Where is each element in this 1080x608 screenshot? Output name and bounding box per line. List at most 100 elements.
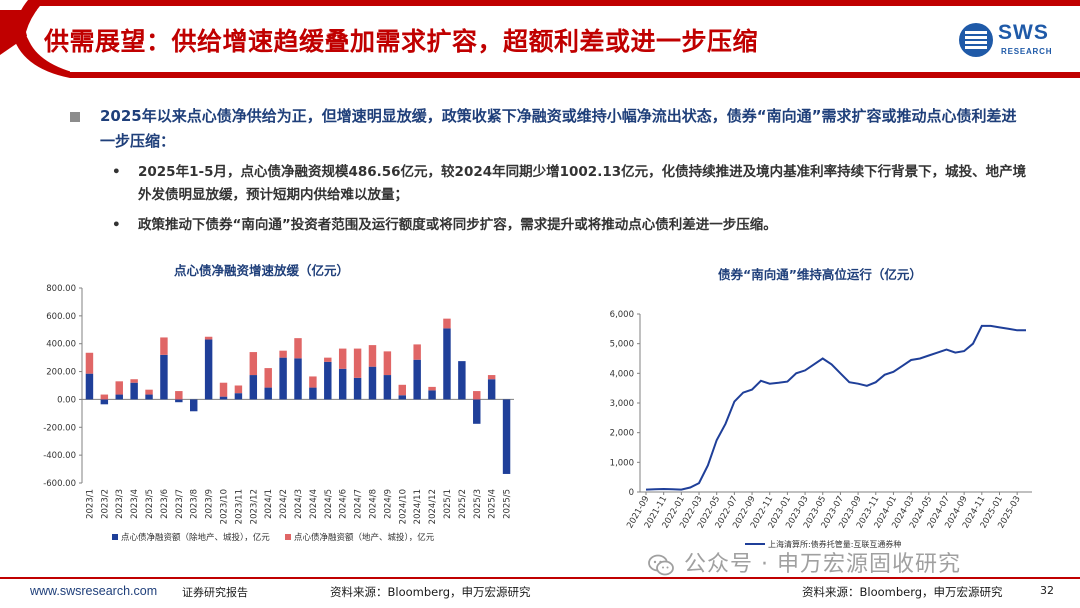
bar-segment-property-lgfv (487, 375, 496, 380)
y-tick-label: 5,000 (610, 340, 634, 350)
x-tick-label: 2024/5 (324, 489, 334, 519)
x-tick-label: 2025/1 (443, 489, 453, 519)
sub-bullet-2: • 政策推动下债券“南向通”投资者范围及运行额度或将同步扩容，需求提升或将推动点… (112, 214, 1032, 237)
x-tick-label: 2023/11 (234, 489, 244, 524)
bar-segment-core (294, 358, 302, 400)
bar-segment-core (458, 361, 466, 400)
legend-label-property-lgfv: 点心债净融资额（地产、城投），亿元 (294, 532, 435, 543)
bar-segment-property-lgfv (368, 345, 377, 367)
dot-bullet-icon: • (112, 217, 121, 233)
legend-swatch-core (112, 534, 118, 540)
x-tick-label: 2024/2 (279, 489, 289, 519)
bar-segment-property-lgfv (383, 351, 392, 376)
page-number: 32 (1040, 584, 1054, 597)
bar-segment-core (309, 387, 317, 400)
y-tick-label: 0.00 (57, 395, 76, 405)
x-tick-label: 2023/4 (130, 489, 140, 519)
bar-chart-title: 点心债净融资增速放缓（亿元） (174, 263, 350, 278)
x-tick-label: 2024/11 (413, 489, 423, 524)
x-tick-label: 2023/3 (115, 489, 125, 519)
bar-segment-core (368, 366, 377, 400)
bar-segment-core (353, 377, 362, 400)
bar-segment-property-lgfv (115, 381, 123, 395)
y-tick-label: 0 (629, 488, 634, 498)
bar-segment-core (443, 328, 451, 400)
bar-segment-core (160, 354, 168, 400)
y-tick-label: 6,000 (610, 310, 634, 320)
sub-bullet-text-1: 2025年1-5月，点心债净融资规模486.56亿元，较2024年同期少增100… (138, 164, 1027, 203)
logo-subtext: RESEARCH (1001, 47, 1053, 56)
x-tick-label: 2023/5 (145, 489, 155, 519)
bar-segment-core (428, 390, 436, 400)
bar-segment-core (487, 379, 496, 400)
bar-segment-property-lgfv (264, 368, 272, 388)
source-note-right: 资料来源：Bloomberg，申万宏源研究 (802, 585, 1003, 599)
bar-segment-property-lgfv (234, 385, 243, 394)
bar-segment-core (473, 399, 481, 424)
x-tick-label: 2023/10 (220, 489, 230, 524)
y-tick-label: 4,000 (610, 369, 634, 379)
bar-segment-core (85, 373, 94, 400)
bar-segment-core (383, 375, 392, 400)
y-tick-label: -200.00 (43, 423, 76, 433)
bar-segment-core (249, 375, 258, 400)
bar-segment-property-lgfv (204, 336, 213, 340)
x-tick-label: 2023/7 (175, 489, 185, 519)
bar-segment-property-lgfv (130, 379, 138, 383)
y-tick-label: 1,000 (610, 458, 634, 468)
bar-segment-property-lgfv (85, 352, 94, 374)
bar-segment-property-lgfv (353, 348, 362, 378)
bar-segment-core (279, 357, 287, 400)
bar-segment-core (175, 399, 183, 403)
bar-segment-core (145, 394, 153, 400)
bar-segment-property-lgfv (443, 318, 451, 329)
y-tick-label: -400.00 (43, 451, 76, 461)
x-tick-label: 2024/9 (383, 489, 393, 519)
bar-segment-core (130, 382, 138, 400)
x-tick-label: 2023/6 (160, 489, 170, 519)
header-banner (0, 0, 1080, 78)
dot-bullet-icon: • (112, 164, 121, 180)
x-tick-label: 2024/4 (309, 489, 319, 519)
y-tick-label: 2,000 (610, 429, 634, 439)
bar-segment-property-lgfv (160, 337, 168, 355)
legend-label-southbound: 上海清算所:债券托管量:互联互通券种 (768, 539, 901, 549)
x-tick-label: 2023/9 (205, 489, 215, 519)
x-tick-label: 2024/7 (354, 489, 364, 519)
bar-segment-core (219, 396, 228, 400)
bar-segment-core (502, 399, 511, 474)
bar-segment-property-lgfv (294, 338, 302, 359)
line-chart-title: 债券“南向通”维持高位运行（亿元） (718, 267, 922, 282)
x-tick-label: 2023/2 (100, 489, 110, 519)
x-tick-label: 2025/3 (473, 489, 483, 519)
bar-segment-property-lgfv (100, 394, 109, 400)
sws-logo-icon (959, 23, 993, 57)
footer-url-link[interactable]: www.swsresearch.com (30, 584, 158, 598)
footer-report-label: 证券研究报告 (182, 586, 248, 599)
bar-segment-property-lgfv (249, 352, 258, 376)
main-bullet-text: 2025年以来点心债净供给为正，但增速明显放缓，政策收紧下净融资或维持小幅净流出… (100, 107, 1017, 150)
bar-segment-property-lgfv (309, 376, 317, 388)
sws-logo: SWS RESEARCH (958, 20, 1058, 60)
bar-segment-property-lgfv (398, 384, 406, 396)
x-tick-label: 2024/12 (428, 489, 438, 524)
bar-segment-property-lgfv (324, 357, 332, 362)
x-tick-label: 2024/1 (264, 489, 274, 519)
legend-label-core: 点心债净融资额（除地产、城投），亿元 (121, 532, 270, 543)
bar-segment-core (115, 394, 123, 400)
bar-segment-core (190, 399, 198, 412)
bar-segment-property-lgfv (473, 391, 481, 400)
bar-chart: 800.00 600.00 400.00 200.00 0.00 -200.00 -400.… (43, 284, 514, 543)
y-tick-label: 3,000 (610, 399, 634, 409)
bar-segment-core (398, 395, 406, 400)
x-tick-label: 2023/8 (190, 489, 200, 519)
bar-segment-property-lgfv (338, 348, 347, 369)
bar-segment-core (413, 359, 421, 400)
bar-segment-property-lgfv (413, 344, 421, 360)
x-tick-label: 2023/12 (249, 489, 259, 524)
x-tick-label: 2023/1 (85, 489, 95, 519)
footer-divider (0, 577, 1080, 579)
bar-segment-property-lgfv (175, 391, 183, 400)
bar-segment-property-lgfv (428, 386, 436, 391)
x-tick-label: 2025/4 (488, 489, 498, 519)
